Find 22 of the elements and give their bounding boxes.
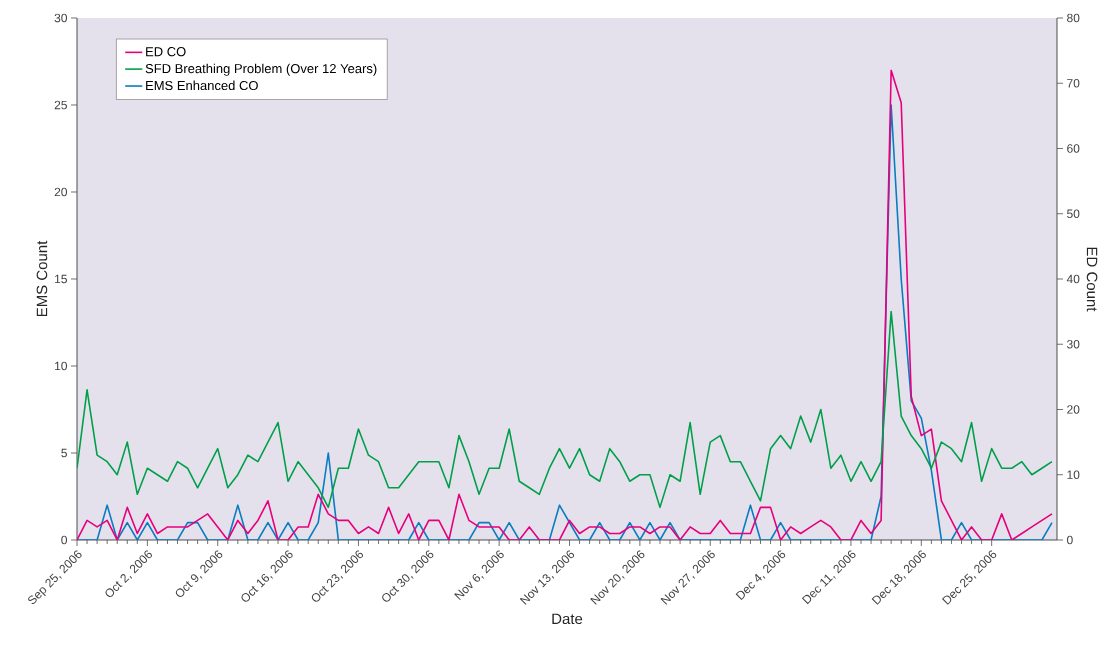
y-tick-label: 5 (61, 448, 67, 458)
y-tick-label: 15 (55, 274, 67, 284)
y-tick-label: 30 (54, 13, 68, 23)
y-axis-title: EMS Count (36, 240, 48, 317)
y-tick-label: 0 (61, 535, 68, 545)
y2-tick-label: 40 (1066, 274, 1080, 284)
x-axis-title: Date (552, 613, 583, 625)
y2-tick-label: 70 (1067, 79, 1080, 88)
y2-tick-label: 80 (1067, 13, 1080, 23)
y2-axis-title: ED Count (1086, 247, 1098, 312)
legend-label: ED CO (146, 47, 186, 57)
legend-label: SFD Breathing Problem (Over 12 Years) (145, 63, 377, 76)
legend-label: EMS Enhanced CO (146, 80, 258, 91)
y2-tick-label: 10 (1067, 470, 1080, 479)
y2-tick-label: 50 (1067, 209, 1080, 218)
y2-tick-label: 60 (1067, 144, 1080, 153)
y-tick-label: 25 (54, 100, 67, 110)
y2-tick-label: 30 (1066, 340, 1080, 349)
y2-tick-label: 20 (1067, 405, 1080, 414)
y-tick-label: 20 (54, 187, 68, 197)
y2-tick-label: 0 (1067, 535, 1073, 545)
y-tick-label: 10 (55, 361, 68, 371)
